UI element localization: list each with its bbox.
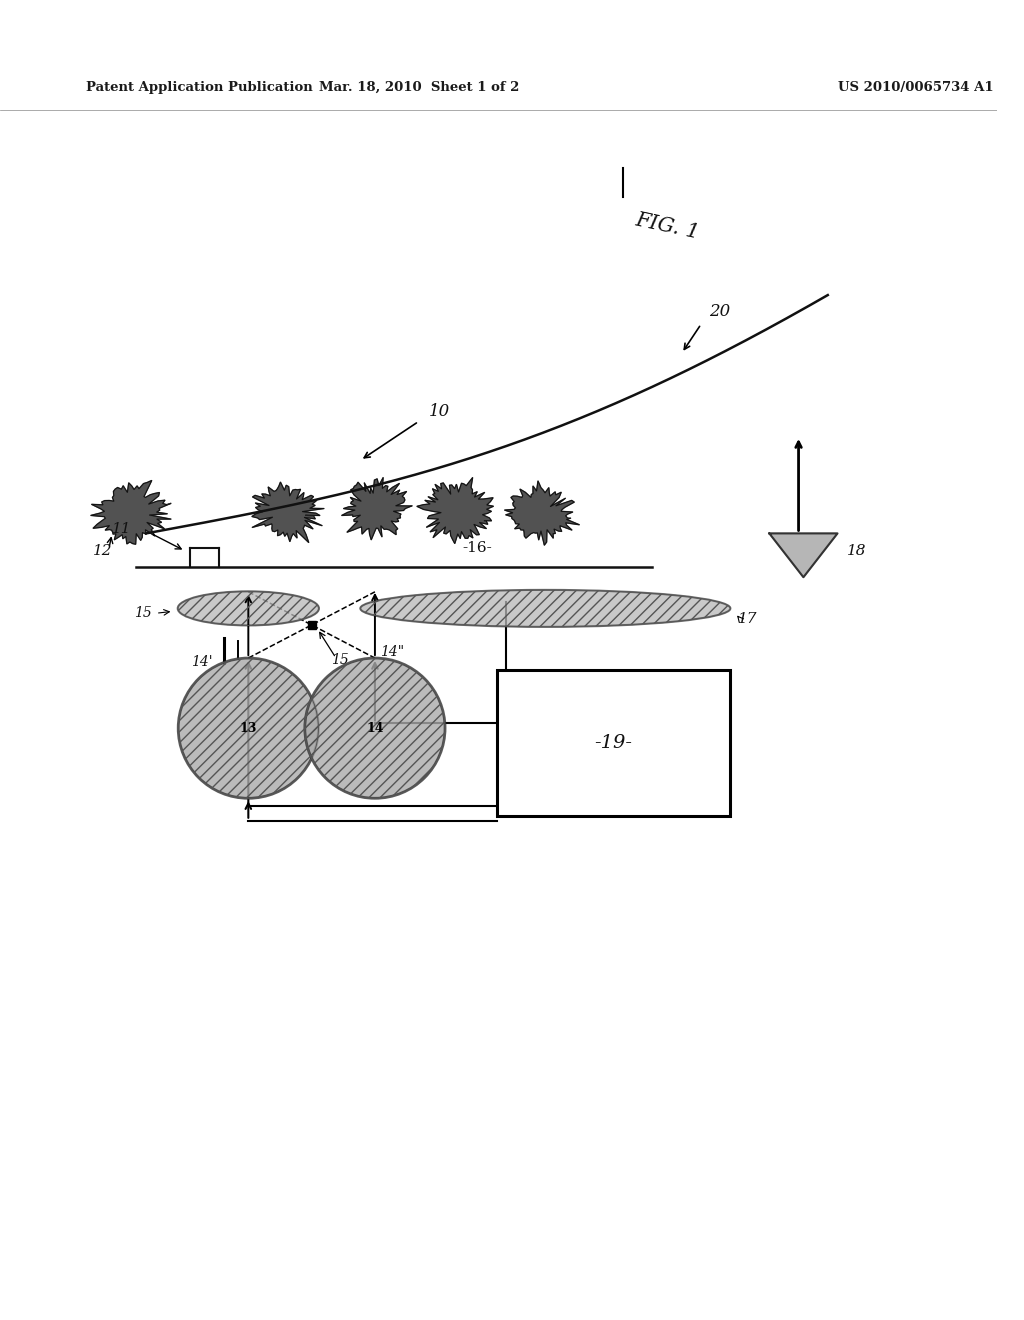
Text: 10: 10 (428, 403, 450, 420)
Text: 11: 11 (112, 521, 131, 536)
Text: 20: 20 (709, 302, 730, 319)
Text: Patent Application Publication: Patent Application Publication (86, 81, 312, 94)
Polygon shape (342, 478, 412, 540)
Text: 18: 18 (847, 544, 866, 558)
Text: FIG. 1: FIG. 1 (633, 211, 700, 243)
Text: 14': 14' (190, 655, 212, 669)
Text: -16-: -16- (462, 541, 493, 554)
Circle shape (178, 659, 318, 799)
Ellipse shape (360, 590, 730, 627)
Text: 15: 15 (134, 606, 153, 620)
Polygon shape (252, 482, 325, 543)
Text: 12: 12 (92, 544, 112, 558)
Polygon shape (91, 480, 171, 544)
Polygon shape (505, 480, 580, 545)
Text: 17: 17 (738, 612, 758, 626)
Circle shape (305, 659, 445, 799)
FancyBboxPatch shape (497, 669, 730, 816)
Text: US 2010/0065734 A1: US 2010/0065734 A1 (838, 81, 993, 94)
Ellipse shape (178, 591, 318, 626)
Text: 14: 14 (367, 722, 384, 735)
Text: 15: 15 (331, 653, 349, 667)
Text: -19-: -19- (595, 734, 633, 752)
Polygon shape (417, 478, 494, 544)
Polygon shape (769, 533, 838, 577)
Text: 13: 13 (240, 722, 257, 735)
Text: 14": 14" (380, 645, 403, 659)
Text: Mar. 18, 2010  Sheet 1 of 2: Mar. 18, 2010 Sheet 1 of 2 (318, 81, 519, 94)
